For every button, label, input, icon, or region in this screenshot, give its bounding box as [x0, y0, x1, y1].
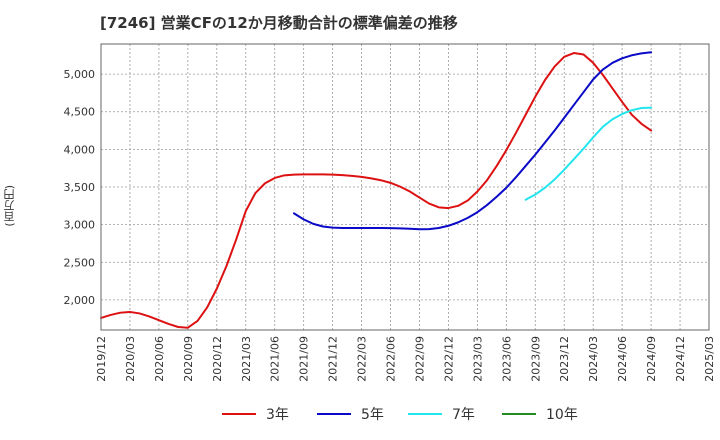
x-tick-label: 2022/12	[442, 336, 455, 382]
legend-item: 3年	[222, 402, 289, 426]
y-tick-label: 3,500	[64, 181, 96, 194]
legend-item: 10年	[502, 402, 578, 426]
x-tick-label: 2024/12	[674, 336, 687, 382]
x-tick-label: 2024/09	[645, 336, 658, 382]
legend-label: 7年	[452, 407, 475, 423]
plot-frame	[100, 43, 710, 331]
x-tick-label: 2021/09	[298, 336, 311, 382]
x-tick-label: 2020/09	[182, 336, 195, 382]
series-line	[100, 52, 653, 329]
legend-item: 5年	[317, 402, 384, 426]
x-tick-label: 2022/03	[356, 336, 369, 382]
legend-label: 10年	[546, 407, 578, 423]
legend-label: 3年	[266, 407, 289, 423]
series-lines	[100, 51, 653, 329]
x-tick-label: 2022/09	[413, 336, 426, 382]
legend-swatch	[408, 413, 442, 415]
y-tick-labels: 2,000 2,500 3,000 3,500 4,000 4,500 5,000	[64, 68, 96, 307]
chart-title: [7246] 営業CFの12か月移動合計の標準偏差の推移	[100, 14, 458, 32]
x-tick-labels: 2019/12 2020/03 2020/06 2020/09 2020/12 2021/…	[95, 336, 716, 382]
grid	[100, 44, 710, 330]
x-tick-label: 2021/06	[269, 336, 282, 382]
y-tick-label: 5,000	[64, 68, 96, 81]
y-tick-label: 2,500	[64, 256, 96, 269]
x-tick-label: 2021/03	[240, 336, 253, 382]
x-tick-label: 2020/12	[211, 336, 224, 382]
x-tick-label: 2023/06	[500, 336, 513, 382]
x-tick-label: 2020/03	[124, 336, 137, 382]
x-tick-label: 2021/12	[327, 336, 340, 382]
legend: 3年 5年 7年 10年	[0, 402, 720, 426]
series-line	[524, 106, 653, 201]
y-tick-label: 2,000	[64, 294, 96, 307]
x-tick-label: 2023/12	[558, 336, 571, 382]
x-tick-label: 2023/09	[529, 336, 542, 382]
series-line	[293, 51, 653, 231]
legend-swatch	[222, 413, 256, 415]
x-tick-label: 2022/06	[385, 336, 398, 382]
y-tick-label: 4,500	[64, 106, 96, 119]
legend-label: 5年	[361, 407, 384, 423]
x-tick-label: 2025/03	[703, 336, 716, 382]
x-tick-label: 2024/03	[587, 336, 600, 382]
y-tick-label: 4,000	[64, 143, 96, 156]
legend-swatch	[317, 413, 351, 415]
legend-swatch	[502, 413, 536, 415]
x-tick-label: 2024/06	[616, 336, 629, 382]
x-tick-label: 2023/03	[471, 336, 484, 382]
x-tick-label: 2020/06	[153, 336, 166, 382]
x-tick-label: 2019/12	[95, 336, 108, 382]
legend-item: 7年	[408, 402, 475, 426]
y-tick-label: 3,000	[64, 219, 96, 232]
